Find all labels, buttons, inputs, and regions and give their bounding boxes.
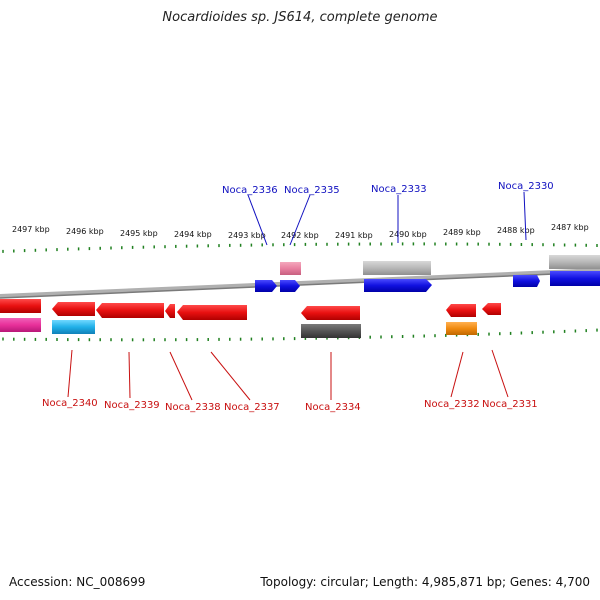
top-leader-lines [247, 191, 527, 246]
gene-arrow-forward[interactable] [280, 280, 300, 292]
ruler-ticks-bottom [2, 328, 598, 342]
gene-label-noca-2335[interactable]: Noca_2335 [284, 185, 340, 196]
feature-orange[interactable] [446, 322, 477, 335]
genome-backbone [0, 268, 600, 298]
feature-dark-gray[interactable] [301, 324, 361, 338]
bottom-leader-lines [67, 349, 509, 401]
gene-arrow-reverse[interactable] [96, 303, 164, 318]
gene-arrow-reverse[interactable] [482, 303, 501, 315]
gene-arrow-reverse[interactable] [165, 304, 175, 318]
ruler-labels: 2497 kbp 2496 kbp 2495 kbp 2494 kbp 2493… [12, 223, 589, 240]
gene-arrow-forward[interactable] [513, 275, 540, 287]
ruler-label: 2487 kbp [551, 223, 589, 232]
gene-forward[interactable] [550, 271, 600, 286]
feature-magenta[interactable] [0, 318, 41, 332]
gene-reverse[interactable] [0, 299, 41, 313]
feature-pink-rna[interactable] [280, 262, 301, 275]
gene-arrow-reverse[interactable] [177, 305, 247, 320]
ruler-label: 2489 kbp [443, 228, 481, 237]
genome-backbone-shadow [0, 271, 600, 299]
gene-arrow-reverse[interactable] [446, 304, 476, 317]
gene-arrow-forward[interactable] [255, 280, 277, 292]
gene-label-noca-2338[interactable]: Noca_2338 [165, 402, 221, 413]
feature-gray[interactable] [549, 255, 600, 269]
gene-label-noca-2336[interactable]: Noca_2336 [222, 185, 278, 196]
map-title: Nocardioides sp. JS614, complete genome [162, 10, 438, 25]
ruler-label: 2496 kbp [66, 227, 104, 236]
gene-label-noca-2334[interactable]: Noca_2334 [305, 402, 361, 413]
genome-summary-text: Topology: circular; Length: 4,985,871 bp… [260, 575, 590, 589]
ruler-label: 2492 kbp [281, 231, 319, 240]
ruler-label: 2488 kbp [497, 226, 535, 235]
feature-gray[interactable] [363, 261, 431, 275]
ruler-label: 2495 kbp [120, 229, 158, 238]
gene-arrow-forward[interactable] [364, 279, 432, 292]
ruler-label: 2493 kbp [228, 231, 266, 240]
accession-text: Accession: NC_008699 [9, 575, 146, 589]
gene-label-noca-2337[interactable]: Noca_2337 [224, 402, 280, 413]
gene-arrow-reverse[interactable] [52, 302, 95, 316]
gene-arrow-reverse[interactable] [301, 306, 360, 320]
ruler-label: 2490 kbp [389, 230, 427, 239]
gene-label-noca-2339[interactable]: Noca_2339 [104, 400, 160, 411]
ruler-ticks-top [2, 242, 598, 253]
ruler-label: 2491 kbp [335, 231, 373, 240]
gene-label-noca-2331[interactable]: Noca_2331 [482, 399, 538, 410]
gene-label-noca-2330[interactable]: Noca_2330 [498, 181, 554, 192]
gene-label-noca-2333[interactable]: Noca_2333 [371, 184, 427, 195]
gene-label-noca-2340[interactable]: Noca_2340 [42, 398, 98, 409]
feature-cyan[interactable] [52, 320, 95, 334]
ruler-label: 2497 kbp [12, 225, 50, 234]
ruler-label: 2494 kbp [174, 230, 212, 239]
gene-label-noca-2332[interactable]: Noca_2332 [424, 399, 480, 410]
